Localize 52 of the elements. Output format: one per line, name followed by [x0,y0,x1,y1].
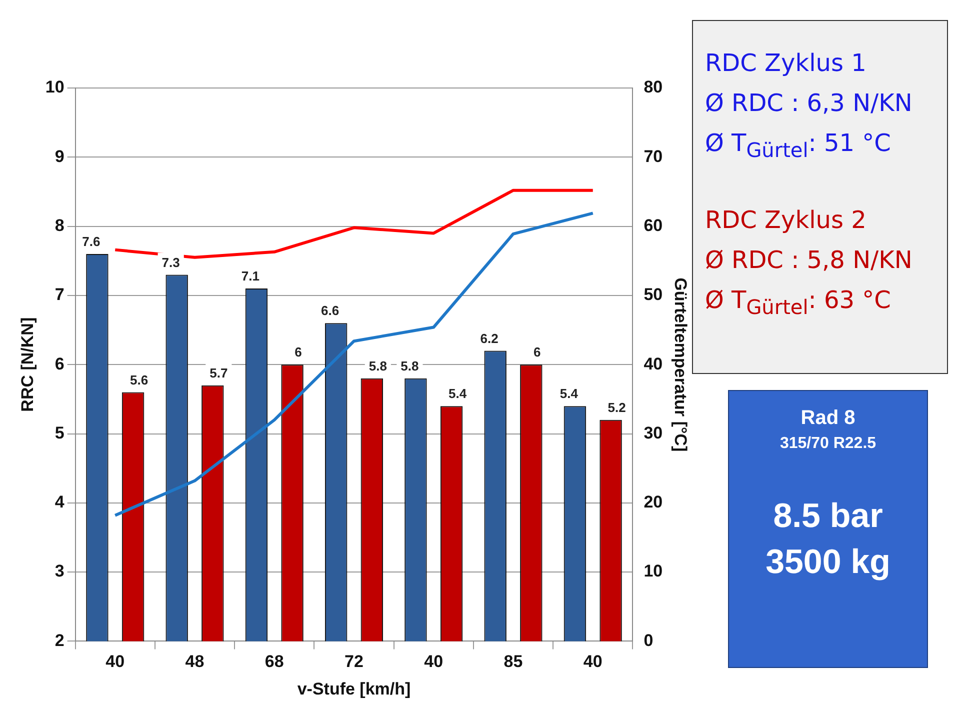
data-label: 5.4 [560,386,579,402]
y-tick-label: 2 [54,630,64,650]
y-tick-label: 6 [54,354,64,374]
y2-tick-label: 80 [644,78,663,97]
data-label: 7.6 [82,234,100,250]
y-axis-title: RRC [N/KN] [18,317,37,412]
x-tick-label: 48 [185,652,204,672]
x-tick-label: 40 [583,652,602,672]
text: Ø RDC : 6,3 N/KN [705,88,914,119]
data-label: 7.3 [162,254,180,270]
text: 3500 kg [764,542,892,583]
text: RDC Zyklus 1 [705,48,868,79]
text: Ø T$_{Gürtel}$: 51 °C [705,128,892,164]
y2-tick-label: 70 [644,146,663,166]
text: RDC Zyklus 2 [705,204,868,236]
y2-tick-label: 0 [644,630,654,650]
x-tick-label: 40 [424,652,444,672]
data-label: 5.4 [448,386,468,402]
y-tick-label: 5 [54,423,64,442]
data-label: 6.2 [480,330,498,346]
data-label: 6.6 [321,303,340,318]
y-tick-label: 8 [54,216,64,235]
text: Rad 8 [800,406,856,431]
y-tick-label: 9 [54,146,64,166]
data-label: 5.2 [608,400,626,415]
x-tick-label: 85 [504,652,523,672]
text: Ø RDC : 5,8 N/KN [705,244,914,276]
data-label: 7.1 [241,268,260,284]
y2-tick-label: 10 [644,562,663,581]
y2-tick-label: 50 [644,285,663,304]
y-tick-label: 4 [54,492,65,512]
y2-tick-label: 30 [644,423,663,442]
y2-axis-title: Gürteltemperatur [°C] [671,278,690,452]
text: 8.5 bar [772,496,884,537]
text: 315/70 R22.5 [778,434,878,454]
x-tick-label: 40 [106,652,125,672]
y2-tick-label: 40 [644,354,663,374]
data-label: 6 [534,344,541,360]
y-tick-label: 10 [45,78,64,97]
data-label: 5.7 [210,365,228,380]
data-label: 6 [294,344,302,360]
data-label: 5.8 [368,358,387,374]
y2-tick-label: 20 [644,492,663,512]
data-label: 5.6 [130,372,148,388]
x-axis-title: v-Stufe [km/h] [297,679,411,698]
y2-tick-label: 60 [644,216,663,235]
data-label: 5.8 [400,358,419,374]
x-tick-label: 68 [264,652,284,672]
y-tick-label: 3 [54,562,64,581]
x-tick-label: 72 [344,652,364,672]
y-tick-label: 7 [54,285,64,304]
text: Ø T$_{Gürtel}$: 63 °C [705,284,892,321]
